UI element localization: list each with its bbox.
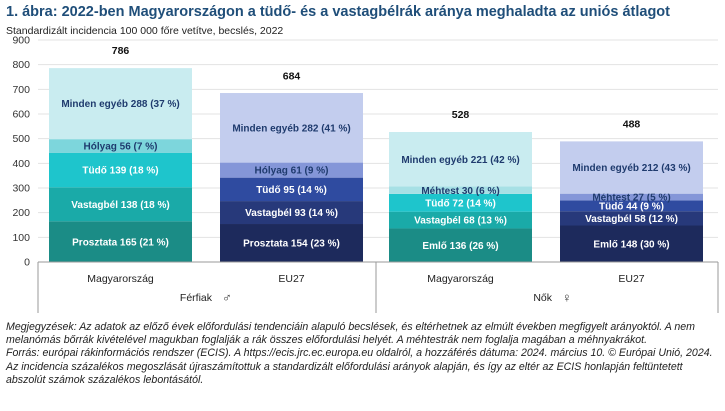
gender-symbol-icon: ♂ (222, 290, 232, 305)
bar-segment (49, 139, 192, 153)
bar-segment (389, 193, 532, 212)
bar-total-label: 488 (623, 119, 641, 131)
chart-subtitle: Standardizált incidencia 100 000 főre ve… (6, 25, 284, 37)
notes-block: Megjegyzések: Az adatok az előző évek el… (6, 321, 718, 387)
y-tick-label: 500 (12, 133, 30, 145)
x-category-label: Magyarország (427, 273, 494, 285)
segment-label: Emlő 136 (26 %) (422, 241, 498, 252)
x-category-label: EU27 (618, 273, 644, 285)
bar-segment (220, 162, 363, 178)
segment-label: Méhtest 30 (6 %) (421, 186, 499, 197)
segment-label: Minden egyéb 212 (43 %) (572, 163, 690, 174)
y-tick-label: 600 (12, 109, 30, 121)
segment-label: Méhtest 27 (5 %) (592, 193, 670, 204)
y-tick-label: 100 (12, 232, 30, 244)
segment-label: Tüdő 44 (9 %) (599, 201, 664, 212)
bar-segment (560, 225, 703, 262)
notes-text: Megjegyzések: Az adatok az előző évek el… (6, 321, 695, 347)
bar-segment (389, 186, 532, 194)
bar-total-label: 786 (112, 45, 130, 57)
y-tick-label: 300 (12, 183, 30, 195)
source-text: Forrás: európai rákinformációs rendszer … (6, 347, 713, 386)
bar-segment (220, 224, 363, 262)
bar-segment (389, 228, 532, 262)
bar-segment (220, 201, 363, 225)
bar-segment (220, 93, 363, 163)
chart-title: 1. ábra: 2022-ben Magyarországon a tüdő-… (6, 4, 670, 20)
y-tick-label: 800 (12, 59, 30, 71)
segment-label: Tüdő 139 (18 %) (82, 166, 158, 177)
segment-label: Minden egyéb 288 (37 %) (61, 99, 179, 110)
segment-label: Prosztata 165 (21 %) (72, 237, 169, 248)
bar-segment (560, 200, 703, 212)
bar-total-label: 684 (283, 70, 301, 82)
bar-segment (560, 211, 703, 226)
bar-segment (560, 193, 703, 201)
bar-segment (49, 68, 192, 140)
bar-total-label: 528 (452, 109, 470, 121)
segment-label: Emlő 148 (30 %) (593, 239, 669, 250)
stacked-bar-chart: 0 100 200 300 400 500 600 700 800 900 Prosztata 16… (12, 35, 719, 313)
bar-segment (220, 177, 363, 202)
bar-segment (49, 187, 192, 222)
segment-label: Vastagbél 138 (18 %) (71, 200, 169, 211)
segment-label: Vastagbél 93 (14 %) (245, 208, 338, 219)
y-tick-label: 0 (24, 257, 30, 269)
group-label: Nők (533, 292, 552, 304)
segment-label: Tüdő 72 (14 %) (425, 198, 496, 209)
segment-label: Tüdő 95 (14 %) (256, 185, 327, 196)
segment-label: Vastagbél 58 (12 %) (585, 214, 678, 225)
bar-segment (560, 141, 703, 194)
y-tick-label: 900 (12, 35, 30, 47)
bar-segment (49, 152, 192, 188)
bar-segment (49, 221, 192, 262)
y-tick-label: 200 (12, 207, 30, 219)
x-category-label: EU27 (278, 273, 304, 285)
segment-label: Prosztata 154 (23 %) (243, 239, 340, 250)
segment-label: Hólyag 56 (7 %) (84, 142, 158, 153)
bar-segment (389, 211, 532, 229)
y-tick-label: 400 (12, 158, 30, 170)
group-label: Férfiak (180, 292, 213, 304)
y-tick-label: 700 (12, 84, 30, 96)
segment-label: Hólyag 61 (9 %) (255, 166, 329, 177)
bar-segment (389, 132, 532, 187)
segment-label: Minden egyéb 221 (42 %) (401, 155, 519, 166)
x-category-label: Magyarország (87, 273, 154, 285)
segment-label: Minden egyéb 282 (41 %) (232, 123, 350, 134)
gender-symbol-icon: ♀ (562, 290, 572, 305)
segment-label: Vastagbél 68 (13 %) (414, 216, 507, 227)
